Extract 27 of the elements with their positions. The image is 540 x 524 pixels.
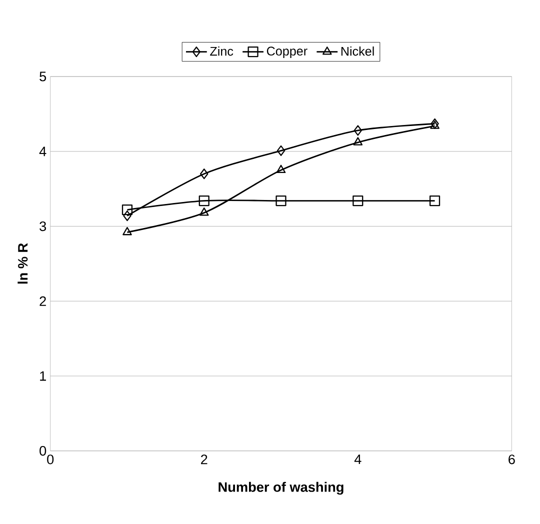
y-tick-label: 0 <box>40 446 46 456</box>
point <box>352 195 364 206</box>
point <box>198 195 210 206</box>
x-tick-label: 0 <box>47 454 54 464</box>
y-tick-label: 3 <box>40 221 46 231</box>
x-axis-title: Number of washing <box>218 482 344 495</box>
y-tick-label: 4 <box>39 146 46 156</box>
point <box>353 137 363 146</box>
point <box>122 204 133 215</box>
legend-label: Copper <box>266 46 308 58</box>
y-tick-label: 2 <box>40 296 46 306</box>
point <box>429 195 440 206</box>
x-tick-label: 2 <box>201 454 208 464</box>
y-tick-label: 5 <box>40 72 46 82</box>
legend-label: Nickel <box>341 46 374 56</box>
y-tick-label: 1 <box>40 371 46 381</box>
x-tick-label: 6 <box>508 454 515 464</box>
legend-label: Zinc <box>210 46 234 56</box>
y-axis-title: ln % R <box>18 243 28 284</box>
point <box>354 125 362 136</box>
point <box>199 207 209 216</box>
point <box>200 168 208 180</box>
point <box>276 145 286 156</box>
x-tick-label: 4 <box>354 454 362 464</box>
point <box>276 195 286 206</box>
point <box>122 226 132 236</box>
point <box>276 164 286 173</box>
